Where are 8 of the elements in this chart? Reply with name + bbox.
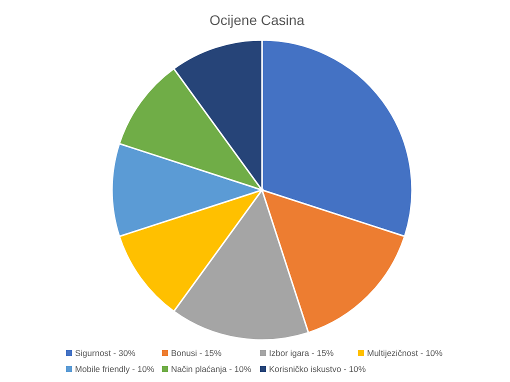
legend-label: Način plaćanja - 10% (171, 364, 252, 374)
chart-title: Ocijene Casina (208, 12, 306, 28)
legend-label: Sigurnost - 30% (75, 348, 136, 358)
legend-label: Bonusi - 15% (171, 348, 222, 358)
legend-label: Mobile friendly - 10% (75, 364, 154, 374)
legend-label: Korisničko iskustvo - 10% (269, 364, 366, 374)
legend-label: Izbor igara - 15% (269, 348, 334, 358)
legend-label: Multijezičnost - 10% (367, 348, 443, 358)
